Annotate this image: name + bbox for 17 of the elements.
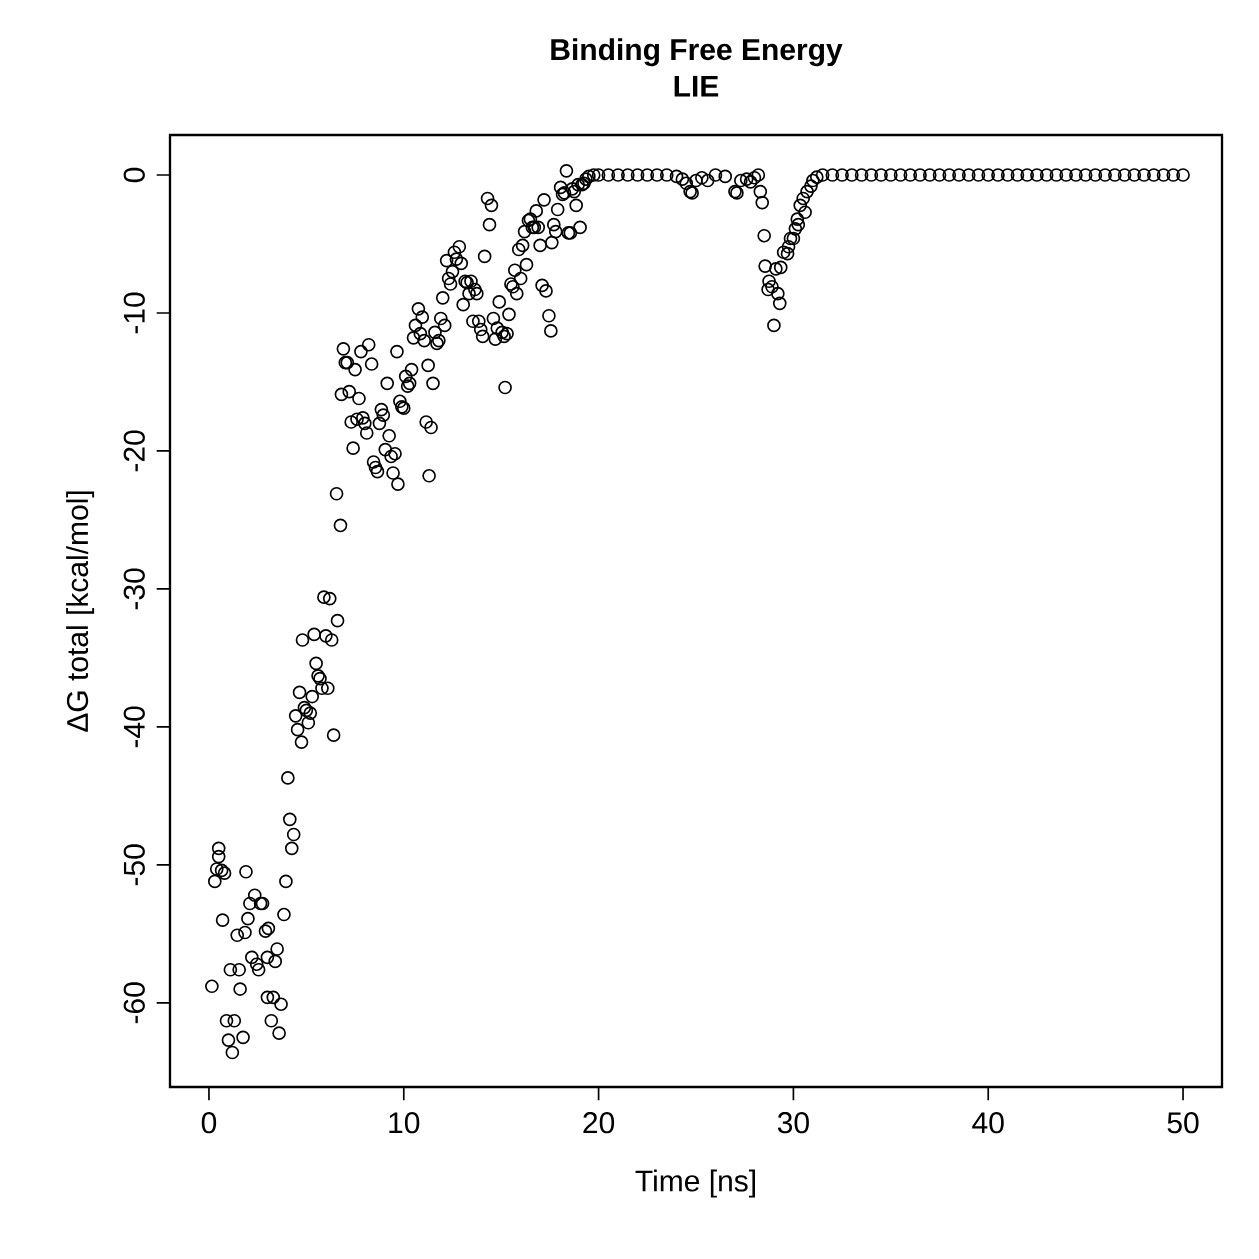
x-tick-label: 10 <box>389 1112 420 1134</box>
x-tick-label: 50 <box>1167 1112 1199 1134</box>
x-tick-label: 20 <box>583 1112 615 1134</box>
y-tick-label: -40 <box>123 706 145 748</box>
x-tick-label: 0 <box>201 1112 217 1134</box>
chart-title: Binding Free Energy <box>551 38 843 67</box>
y-tick-label: -20 <box>123 430 145 472</box>
x-tick-label: 40 <box>972 1112 1004 1134</box>
chart-subtitle: LIE <box>674 75 719 97</box>
y-tick-label: -60 <box>123 982 145 1024</box>
y-tick-label: -50 <box>123 844 145 886</box>
y-tick-label: 0 <box>123 167 145 183</box>
y-tick-label: -30 <box>123 568 145 610</box>
y-axis-title: ΔG total [kcal/mol] <box>66 491 95 732</box>
x-axis-title: Time [ns] <box>635 1169 755 1198</box>
y-tick-label: -10 <box>123 292 145 334</box>
x-tick-label: 30 <box>777 1112 809 1134</box>
